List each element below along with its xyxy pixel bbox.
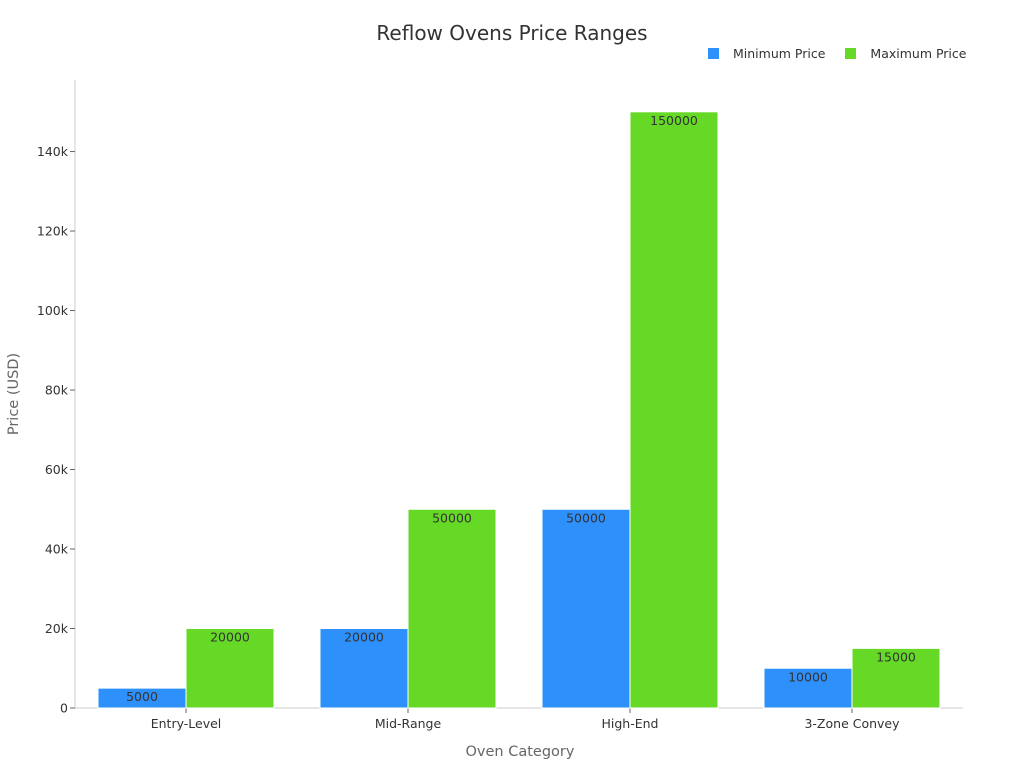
data-label: 150000 — [650, 113, 698, 128]
legend-swatch-minimum — [708, 48, 719, 59]
bar-minimum[interactable] — [319, 628, 409, 709]
bar-maximum[interactable] — [185, 628, 275, 709]
y-tick-label: 140k — [37, 144, 69, 159]
legend-item-maximum[interactable]: Maximum Price — [845, 46, 966, 61]
y-tick-label: 40k — [45, 542, 69, 557]
chart-title: Reflow Ovens Price Ranges — [376, 21, 648, 45]
x-tick-label: Mid-Range — [375, 716, 442, 731]
y-tick-label: 0 — [60, 701, 68, 716]
data-label: 20000 — [210, 630, 250, 645]
y-tick-label: 80k — [45, 383, 69, 398]
bar-maximum[interactable] — [629, 111, 719, 709]
bar-maximum[interactable] — [407, 508, 497, 709]
y-tick-label: 60k — [45, 462, 69, 477]
legend-label-minimum: Minimum Price — [733, 46, 826, 61]
data-label: 5000 — [126, 689, 158, 704]
bar-minimum[interactable] — [541, 508, 631, 709]
data-label: 50000 — [432, 510, 472, 525]
x-tick-label: High-End — [602, 716, 659, 731]
y-axis-title: Price (USD) — [6, 353, 22, 435]
legend-label-maximum: Maximum Price — [870, 46, 967, 61]
y-tick-label: 100k — [37, 303, 69, 318]
legend: Minimum Price Maximum Price — [708, 46, 966, 61]
data-labels: 5000 20000 20000 50000 50000 150000 10000 15000 — [126, 113, 916, 704]
bar-maximum[interactable] — [851, 647, 941, 709]
y-tick-label: 20k — [45, 621, 69, 636]
x-tick-label: Entry-Level — [151, 716, 222, 731]
data-label: 10000 — [788, 669, 828, 684]
x-tick-label: 3-Zone Convey — [804, 716, 900, 731]
data-label: 20000 — [344, 630, 384, 645]
axes: 0 20k 40k 60k 80k 100k 120k 140k Entry-Level Mid-… — [37, 80, 963, 731]
x-axis-title: Oven Category — [466, 744, 575, 760]
bars — [97, 111, 941, 709]
legend-swatch-maximum — [845, 48, 857, 59]
bar-minimum[interactable] — [763, 667, 853, 709]
data-label: 50000 — [566, 510, 606, 525]
data-label: 15000 — [876, 649, 916, 664]
y-tick-label: 120k — [37, 224, 69, 239]
legend-item-minimum[interactable]: Minimum Price — [708, 46, 825, 61]
